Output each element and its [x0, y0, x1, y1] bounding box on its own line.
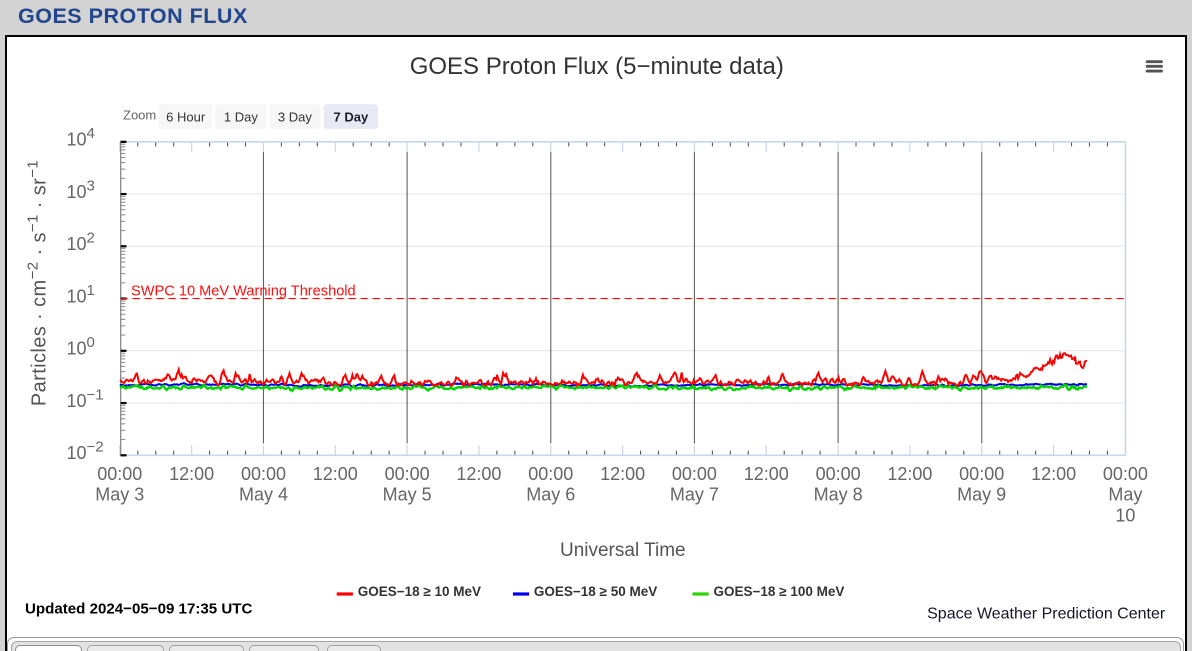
- svg-text:101: 101: [67, 282, 95, 307]
- svg-text:1 Day: 1 Day: [224, 109, 258, 124]
- svg-text:Particles · cm−2 · s−1 · sr−1: Particles · cm−2 · s−1 · sr−1: [25, 160, 51, 406]
- svg-text:Zoom: Zoom: [123, 108, 156, 123]
- svg-text:SWPC 10 MeV Warning Threshold: SWPC 10 MeV Warning Threshold: [131, 284, 356, 300]
- svg-text:00:00: 00:00: [385, 464, 430, 484]
- svg-text:Space Weather Prediction Cente: Space Weather Prediction Center: [927, 605, 1166, 622]
- svg-text:12:00: 12:00: [169, 464, 214, 484]
- svg-text:12:00: 12:00: [600, 464, 645, 484]
- svg-text:10: 10: [1115, 506, 1135, 526]
- svg-text:12:00: 12:00: [887, 464, 932, 484]
- svg-text:Universal Time: Universal Time: [560, 540, 686, 561]
- svg-text:GOES−18 ≥ 10 MeV: GOES−18 ≥ 10 MeV: [358, 584, 481, 599]
- svg-text:103: 103: [67, 178, 95, 203]
- svg-text:May 4: May 4: [239, 485, 288, 505]
- svg-text:May 8: May 8: [814, 485, 863, 505]
- svg-text:12:00: 12:00: [744, 464, 789, 484]
- svg-text:6 Hour: 6 Hour: [166, 109, 206, 124]
- svg-text:May 5: May 5: [383, 485, 432, 505]
- svg-text:Updated 2024−05−09 17:35 UTC: Updated 2024−05−09 17:35 UTC: [25, 601, 252, 618]
- svg-text:00:00: 00:00: [241, 464, 286, 484]
- svg-text:May 9: May 9: [957, 485, 1006, 505]
- svg-text:12:00: 12:00: [1031, 464, 1076, 484]
- svg-text:00:00: 00:00: [959, 464, 1004, 484]
- svg-text:GOES Proton Flux (5−minute dat: GOES Proton Flux (5−minute data): [410, 53, 784, 80]
- svg-text:00:00: 00:00: [1103, 464, 1148, 484]
- svg-text:10−1: 10−1: [67, 386, 104, 411]
- svg-text:May: May: [1108, 485, 1142, 505]
- svg-text:May 6: May 6: [526, 485, 575, 505]
- svg-text:104: 104: [67, 125, 95, 150]
- svg-text:GOES−18 ≥ 100 MeV: GOES−18 ≥ 100 MeV: [714, 584, 845, 599]
- svg-text:GOES−18 ≥ 50 MeV: GOES−18 ≥ 50 MeV: [534, 584, 657, 599]
- svg-text:12:00: 12:00: [313, 464, 358, 484]
- svg-text:00:00: 00:00: [97, 464, 142, 484]
- svg-text:10−2: 10−2: [67, 439, 104, 464]
- svg-text:00:00: 00:00: [672, 464, 717, 484]
- svg-text:7 Day: 7 Day: [333, 109, 368, 124]
- svg-text:100: 100: [67, 334, 95, 359]
- svg-text:12:00: 12:00: [456, 464, 501, 484]
- svg-text:May 3: May 3: [95, 485, 144, 505]
- svg-text:00:00: 00:00: [816, 464, 861, 484]
- svg-text:3 Day: 3 Day: [278, 109, 312, 124]
- svg-text:00:00: 00:00: [528, 464, 573, 484]
- svg-text:May 7: May 7: [670, 485, 719, 505]
- svg-text:102: 102: [67, 230, 95, 255]
